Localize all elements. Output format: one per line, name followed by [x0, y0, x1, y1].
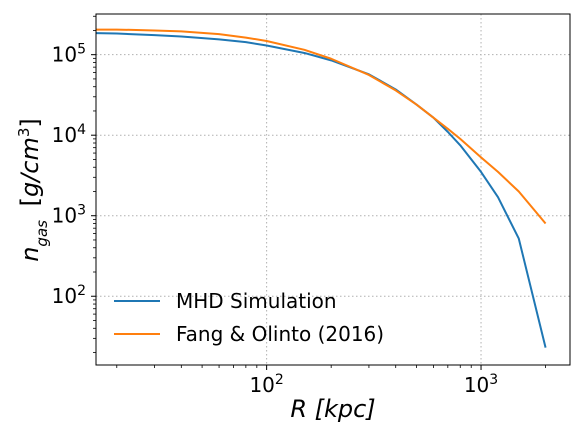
axis-ticks [91, 15, 546, 370]
x-tick-label: 103 [464, 372, 498, 397]
grid [96, 14, 570, 365]
x-axis-label-text: R [kpc] [290, 395, 375, 423]
y-tick-label: 104 [52, 122, 86, 147]
series-lines [95, 28, 547, 348]
legend-label-2: Fang & Olinto (2016) [176, 322, 384, 346]
tick-labels: 102 103 102 103 104 105 [52, 42, 499, 397]
legend-label-1: MHD Simulation [176, 289, 337, 313]
y-tick-label: 102 [52, 283, 86, 308]
x-tick-label: 102 [249, 372, 283, 397]
y-tick-label: 105 [52, 42, 86, 67]
plot-frame [95, 13, 571, 366]
y-axis-label: ngas [g/cm3] [15, 118, 51, 262]
legend: MHD Simulation Fang & Olinto (2016) [114, 289, 384, 346]
y-tick-label: 103 [52, 203, 86, 228]
x-axis-label: R [kpc] [290, 395, 375, 423]
series-line-2 [96, 28, 547, 225]
